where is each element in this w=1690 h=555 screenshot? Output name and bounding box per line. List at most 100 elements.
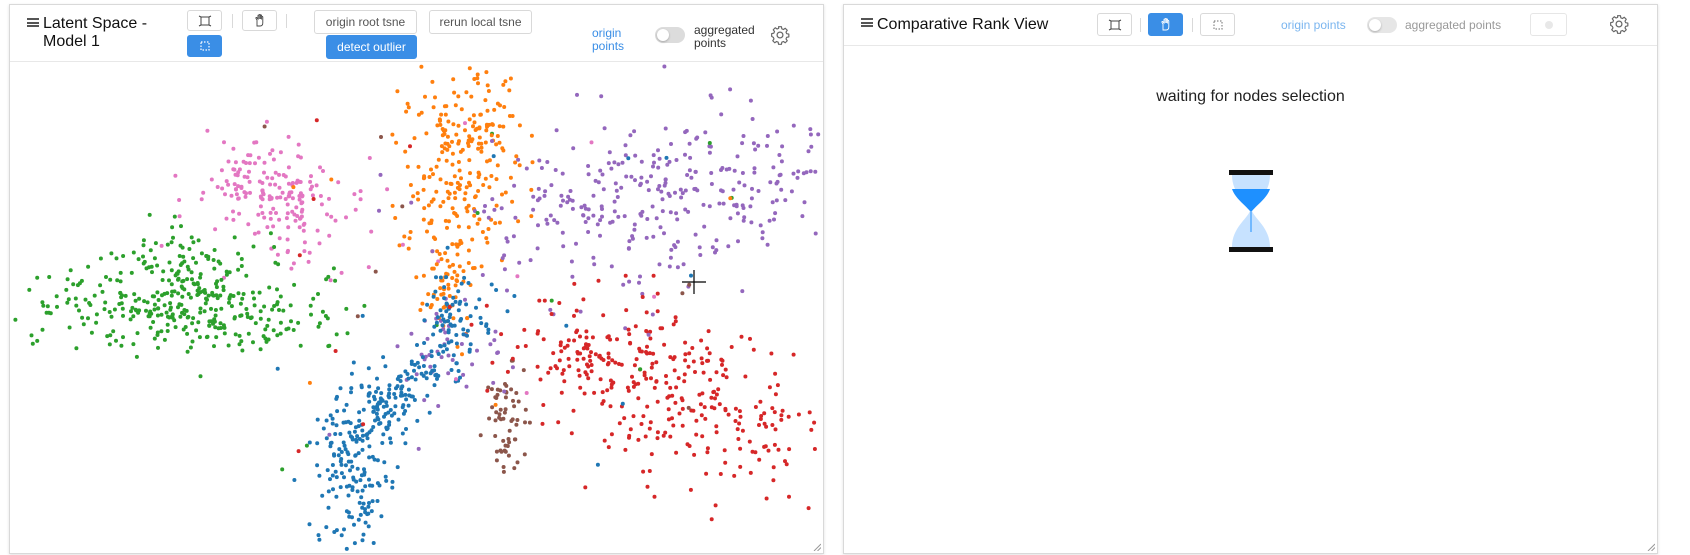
settings-gear-icon[interactable] bbox=[1609, 14, 1629, 34]
aggregated-points-toggle[interactable] bbox=[655, 27, 685, 43]
scatter-point bbox=[673, 315, 678, 320]
scatter-point bbox=[430, 249, 435, 254]
scatter-point bbox=[678, 187, 683, 192]
scatter-point bbox=[740, 141, 745, 146]
rect-select-tool-button[interactable] bbox=[1097, 13, 1132, 36]
scatter-point bbox=[593, 178, 598, 183]
scatter-point bbox=[239, 339, 244, 344]
scatter-point bbox=[246, 331, 251, 336]
menu-icon[interactable] bbox=[861, 18, 873, 27]
scatter-point bbox=[406, 105, 411, 110]
scatter-point bbox=[512, 183, 517, 188]
scatter-point bbox=[776, 447, 781, 452]
scatter-point bbox=[531, 207, 536, 212]
scatter-point bbox=[484, 303, 489, 308]
origin-points-label[interactable]: origin points bbox=[592, 27, 624, 53]
scatter-point bbox=[501, 465, 506, 469]
scatter-point bbox=[141, 238, 146, 243]
scatter-point bbox=[107, 310, 112, 314]
scatter-point bbox=[770, 406, 775, 411]
scatter-point bbox=[690, 346, 695, 350]
record-button[interactable] bbox=[1530, 13, 1567, 36]
scatter-point bbox=[732, 168, 737, 173]
hand-pan-tool-button[interactable] bbox=[1148, 13, 1183, 36]
scatter-point bbox=[147, 212, 152, 217]
scatter-point bbox=[250, 290, 255, 295]
scatter-point bbox=[415, 343, 419, 347]
scatter-point bbox=[261, 192, 266, 197]
scatter-point bbox=[325, 316, 330, 321]
scatter-point bbox=[295, 178, 300, 183]
scatter-point bbox=[308, 303, 313, 308]
scatter-point bbox=[499, 206, 504, 211]
scatter-point bbox=[544, 217, 549, 222]
scatter-point bbox=[73, 296, 78, 301]
scatter-point bbox=[697, 392, 702, 397]
scatter-point bbox=[671, 322, 676, 327]
scatter-point bbox=[338, 459, 343, 464]
scatter-point bbox=[647, 426, 652, 431]
detect-outlier-button[interactable]: detect outlier bbox=[326, 35, 417, 59]
resize-handle-icon[interactable] bbox=[813, 543, 821, 551]
scatter-point bbox=[486, 330, 491, 335]
scatter-point bbox=[668, 434, 673, 439]
scatter-point bbox=[425, 229, 429, 234]
dotted-select-tool-button[interactable] bbox=[187, 35, 222, 57]
scatter-point bbox=[728, 87, 733, 92]
dotted-select-tool-button[interactable] bbox=[1200, 13, 1235, 36]
scatter-point bbox=[162, 337, 167, 342]
scatter-point bbox=[334, 332, 339, 337]
scatter-point bbox=[134, 354, 139, 359]
scatter-point bbox=[549, 298, 554, 303]
resize-handle-icon[interactable] bbox=[1647, 543, 1655, 551]
aggregated-points-toggle[interactable] bbox=[1367, 17, 1397, 33]
scatter-point bbox=[569, 259, 574, 264]
menu-icon[interactable] bbox=[27, 18, 39, 27]
scatter-point bbox=[408, 230, 413, 234]
settings-gear-icon[interactable] bbox=[770, 25, 790, 45]
scatter-point bbox=[365, 436, 370, 441]
origin-points-label[interactable]: origin points bbox=[1281, 18, 1346, 32]
scatter-point bbox=[648, 329, 653, 334]
scatter-point bbox=[393, 216, 398, 220]
scatter-point bbox=[367, 156, 372, 160]
scatter-point bbox=[433, 373, 438, 378]
scatter-point bbox=[344, 215, 348, 220]
scatter-point bbox=[450, 162, 455, 167]
scatter-point bbox=[728, 216, 733, 221]
scatter-point bbox=[729, 345, 734, 349]
scatter-point bbox=[363, 484, 368, 489]
scatter-point bbox=[450, 151, 455, 156]
scatter-point bbox=[325, 468, 330, 473]
scatter-point bbox=[269, 196, 274, 201]
scatter-point bbox=[542, 298, 547, 303]
scatter-point bbox=[268, 210, 273, 215]
rerun-local-tsne-button[interactable]: rerun local tsne bbox=[429, 10, 532, 34]
scatter-point bbox=[263, 336, 268, 341]
scatter-point bbox=[765, 134, 770, 138]
scatter-point bbox=[469, 322, 474, 327]
scatter-point bbox=[344, 546, 349, 551]
scatter-point bbox=[277, 185, 282, 190]
scatter-point bbox=[449, 368, 454, 372]
scatter-point bbox=[742, 215, 747, 220]
scatter-point bbox=[219, 168, 224, 173]
rect-select-tool-button[interactable] bbox=[187, 10, 222, 31]
hand-pan-tool-button[interactable] bbox=[242, 10, 277, 31]
origin-root-tsne-button[interactable]: origin root tsne bbox=[314, 10, 417, 34]
scatter-point bbox=[537, 298, 542, 303]
scatter-point bbox=[596, 278, 601, 283]
scatter-point bbox=[641, 414, 646, 419]
scatter-point bbox=[777, 153, 782, 157]
tsne-scatter-plot[interactable] bbox=[10, 62, 823, 553]
scatter-point bbox=[471, 266, 475, 271]
scatter-point bbox=[362, 467, 366, 472]
scatter-point bbox=[330, 473, 335, 478]
scatter-point bbox=[415, 191, 420, 196]
scatter-point bbox=[795, 175, 800, 180]
scatter-point bbox=[307, 380, 312, 385]
scatter-point bbox=[262, 304, 267, 309]
scatter-point bbox=[649, 174, 653, 179]
scatter-point bbox=[224, 269, 229, 274]
scatter-point bbox=[346, 493, 351, 498]
